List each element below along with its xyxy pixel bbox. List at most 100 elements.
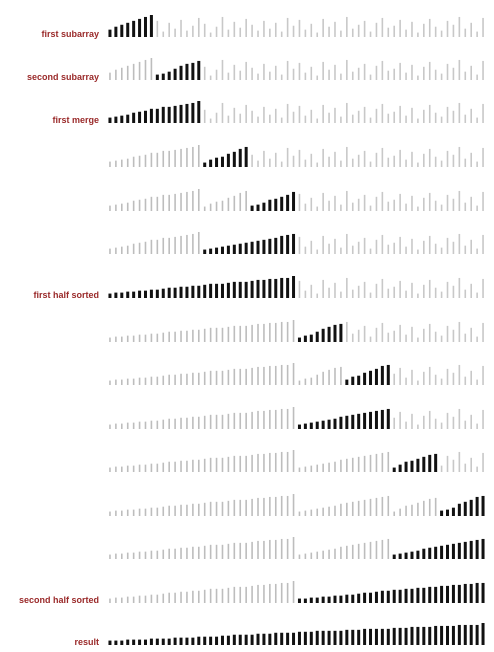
active-bar <box>149 108 153 123</box>
active-bar <box>203 162 207 167</box>
inactive-bar <box>126 158 129 167</box>
inactive-bar <box>423 109 425 123</box>
inactive-bar <box>197 503 200 516</box>
active-bar <box>451 625 455 645</box>
inactive-bar <box>351 202 354 211</box>
inactive-bar <box>209 370 212 385</box>
inactive-bar <box>121 510 123 516</box>
active-bar <box>404 588 408 603</box>
inactive-bar <box>387 495 390 516</box>
inactive-bar <box>192 590 194 603</box>
bar-row <box>108 15 484 37</box>
inactive-bar <box>328 243 330 254</box>
inactive-bar <box>369 117 372 123</box>
inactive-bar <box>476 466 478 472</box>
bar-row <box>109 581 485 603</box>
active-bar <box>292 632 296 645</box>
inactive-bar <box>186 547 188 559</box>
active-bar <box>416 550 420 559</box>
inactive-bar <box>251 411 253 429</box>
inactive-bar <box>304 378 307 385</box>
inactive-bar <box>322 104 324 123</box>
inactive-bar <box>351 289 354 298</box>
inactive-bar <box>328 506 330 516</box>
inactive-bar <box>197 189 200 211</box>
active-bar <box>274 278 278 298</box>
active-bar <box>262 202 266 211</box>
inactive-bar <box>221 102 224 123</box>
inactive-bar <box>227 197 230 211</box>
active-bar <box>446 509 450 516</box>
inactive-bar <box>357 110 360 123</box>
inactive-bar <box>292 450 295 472</box>
inactive-bar <box>286 17 289 37</box>
inactive-bar <box>251 454 253 472</box>
inactive-bar <box>428 61 431 80</box>
inactive-bar <box>399 149 401 167</box>
bar-row <box>109 537 485 559</box>
inactive-bar <box>476 423 478 429</box>
inactive-bar <box>126 202 129 211</box>
inactive-bar <box>452 154 455 167</box>
inactive-bar <box>109 161 111 167</box>
inactive-bar <box>233 107 236 123</box>
active-bar <box>440 545 444 559</box>
inactive-bar <box>464 333 467 342</box>
active-bar <box>191 102 195 123</box>
active-bar <box>185 103 189 123</box>
active-bar <box>315 331 319 342</box>
active-bar <box>392 589 396 603</box>
active-bar <box>315 597 319 603</box>
inactive-bar <box>292 320 295 342</box>
inactive-bar <box>375 497 378 516</box>
active-bar <box>114 26 118 37</box>
inactive-bar <box>405 29 407 37</box>
inactive-bar <box>280 161 283 167</box>
inactive-bar <box>239 192 242 211</box>
inactive-bar <box>215 544 218 559</box>
inactive-bar <box>144 198 147 211</box>
inactive-bar <box>357 24 360 37</box>
inactive-bar <box>434 26 437 37</box>
inactive-bar <box>209 118 212 123</box>
inactive-bar <box>357 329 360 342</box>
active-bar <box>339 323 343 342</box>
active-bar <box>309 334 313 342</box>
inactive-bar <box>174 505 176 516</box>
inactive-bar <box>363 194 366 211</box>
inactive-bar <box>221 59 224 80</box>
inactive-bar <box>227 500 230 516</box>
inactive-bar <box>150 594 153 603</box>
active-bar <box>173 105 177 123</box>
inactive-bar <box>328 112 330 123</box>
active-bar <box>333 630 337 645</box>
active-bar <box>416 587 420 603</box>
inactive-bar <box>381 496 384 516</box>
inactive-bar <box>470 370 472 385</box>
inactive-bar <box>263 410 265 429</box>
inactive-bar <box>121 203 123 211</box>
inactive-bar <box>411 151 413 167</box>
inactive-bar <box>346 545 348 559</box>
inactive-bar <box>115 69 117 80</box>
inactive-bar <box>405 115 407 123</box>
active-bar <box>250 241 254 254</box>
inactive-bar <box>245 412 247 429</box>
active-bar <box>392 467 396 472</box>
inactive-bar <box>239 412 242 429</box>
inactive-bar <box>405 421 407 429</box>
inactive-bar <box>334 505 336 516</box>
active-bar <box>392 554 396 559</box>
active-bar <box>108 293 112 298</box>
inactive-bar <box>428 410 431 429</box>
inactive-bar <box>274 496 277 516</box>
inactive-bar <box>257 366 259 385</box>
inactive-bar <box>399 62 401 80</box>
inactive-bar <box>168 548 170 559</box>
inactive-bar <box>375 540 378 559</box>
row-label-second-subarray: second subarray <box>27 72 99 82</box>
inactive-bar <box>197 372 200 385</box>
active-bar <box>167 71 171 80</box>
row-label-first-half-sorted: first half sorted <box>33 290 99 300</box>
active-bar <box>410 626 414 645</box>
